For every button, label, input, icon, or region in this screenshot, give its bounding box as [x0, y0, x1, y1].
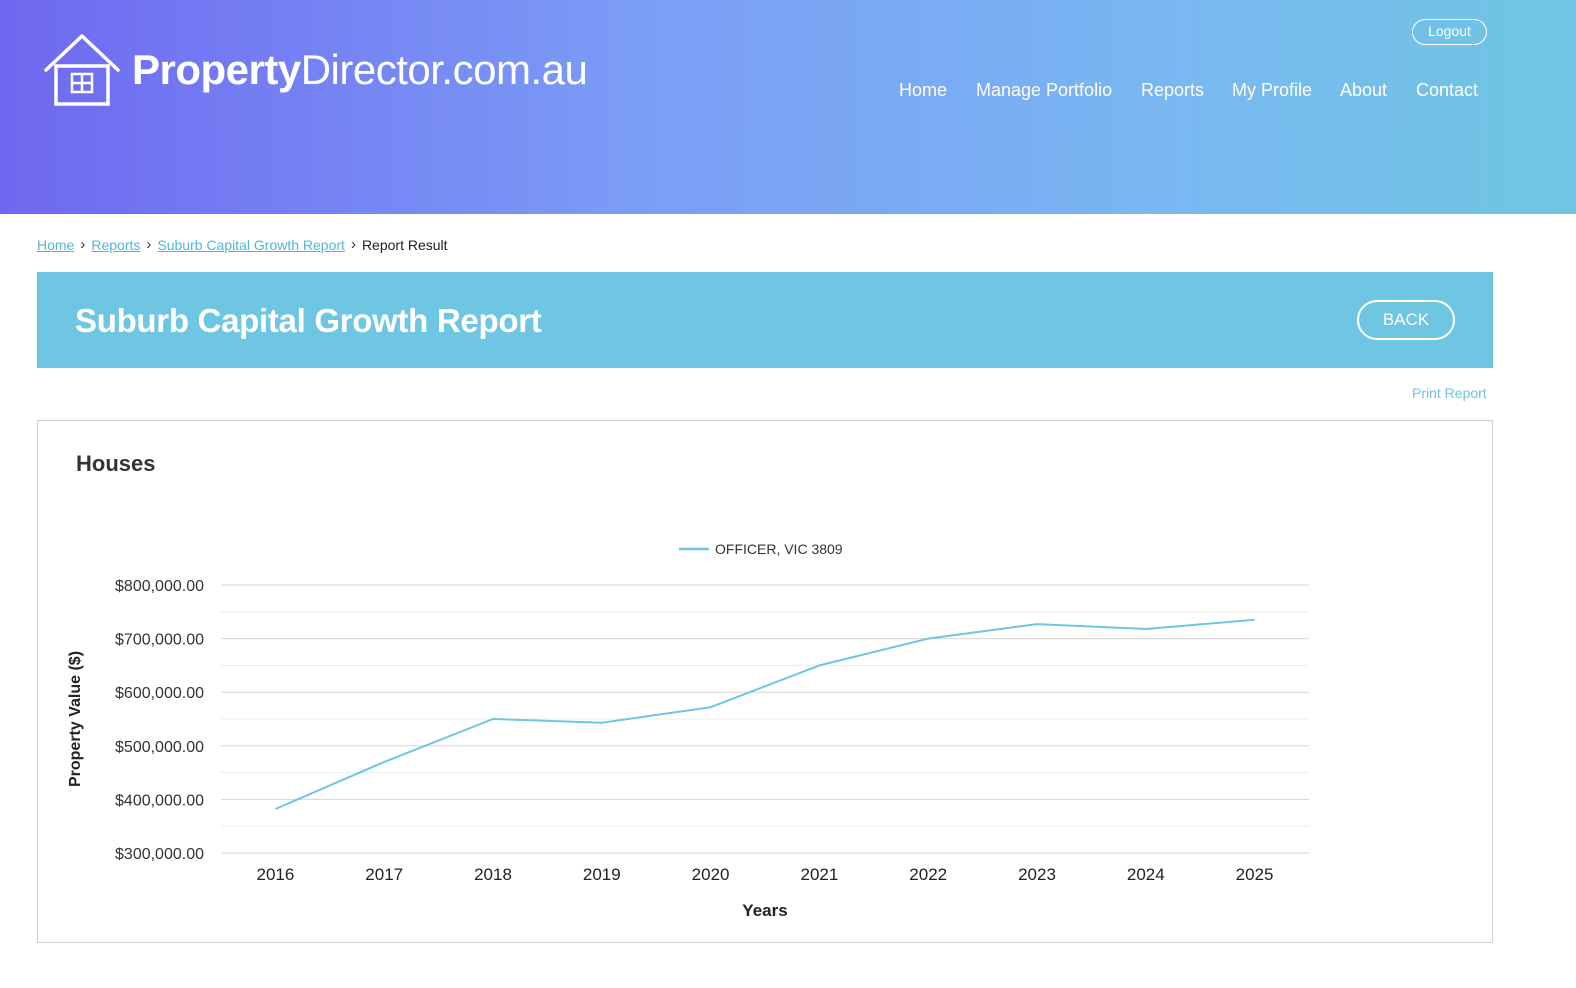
site-logo[interactable]: PropertyDirector.com.au: [44, 34, 588, 106]
breadcrumb-home[interactable]: Home: [37, 236, 75, 253]
legend-label: OFFICER, VIC 3809: [715, 541, 843, 557]
breadcrumb: Home › Reports › Suburb Capital Growth R…: [37, 236, 448, 253]
page-title-bar: Suburb Capital Growth Report BACK: [37, 272, 1493, 368]
y-tick-label: $600,000.00: [115, 685, 204, 702]
chevron-right-icon: ›: [350, 236, 356, 253]
nav-contact[interactable]: Contact: [1416, 80, 1479, 100]
breadcrumb-reports[interactable]: Reports: [91, 236, 141, 253]
nav-home[interactable]: Home: [899, 80, 948, 100]
nav-manage-portfolio[interactable]: Manage Portfolio: [976, 80, 1113, 100]
chart-panel: Houses $300,000.00 $400,000.00 $500,000.00…: [37, 420, 1493, 943]
brand-name: PropertyDirector.com.au: [132, 46, 588, 93]
print-report-link[interactable]: Print Report: [1412, 385, 1487, 401]
x-tick-label: 2023: [1018, 865, 1056, 884]
back-button[interactable]: BACK: [1357, 300, 1455, 340]
x-tick-label: 2020: [692, 865, 730, 884]
y-tick-label: $700,000.00: [115, 632, 204, 649]
nav-reports[interactable]: Reports: [1141, 80, 1205, 100]
nav-my-profile[interactable]: My Profile: [1232, 80, 1313, 100]
breadcrumb-current: Report Result: [361, 236, 448, 253]
brand-name-rest: Director.com.au: [300, 46, 588, 93]
x-tick-label: 2019: [583, 865, 621, 884]
x-tick-label: 2024: [1127, 865, 1165, 884]
x-tick-label: 2025: [1236, 865, 1274, 884]
x-tick-label: 2022: [909, 865, 947, 884]
panel-title: Houses: [76, 451, 156, 476]
breadcrumb-suburb-capital-growth-report[interactable]: Suburb Capital Growth Report: [157, 236, 345, 253]
logout-button[interactable]: Logout: [1412, 19, 1487, 45]
x-tick-label: 2021: [800, 865, 838, 884]
y-tick-label: $400,000.00: [115, 792, 204, 809]
chevron-right-icon: ›: [146, 236, 152, 253]
x-axis-label: Years: [742, 901, 787, 920]
house-logo-icon: [44, 34, 120, 106]
series-line: [275, 618, 1255, 810]
x-tick-label: 2017: [365, 865, 403, 884]
brand-name-bold: Property: [132, 46, 301, 93]
nav-about[interactable]: About: [1340, 80, 1388, 100]
site-header: PropertyDirector.com.au Logout Home Mana…: [0, 0, 1576, 214]
capital-growth-chart: $300,000.00 $400,000.00 $500,000.00 $600,00…: [67, 541, 1309, 920]
main-nav: Home Manage Portfolio Reports My Profile…: [0, 80, 1576, 104]
page-title: Suburb Capital Growth Report: [75, 302, 542, 339]
chevron-right-icon: ›: [80, 236, 86, 253]
x-tick-label: 2018: [474, 865, 512, 884]
y-tick-label: $800,000.00: [115, 578, 204, 595]
y-axis-label: Property Value ($): [67, 651, 84, 787]
y-tick-label: $300,000.00: [115, 846, 204, 863]
x-tick-label: 2016: [256, 865, 294, 884]
y-tick-label: $500,000.00: [115, 739, 204, 756]
